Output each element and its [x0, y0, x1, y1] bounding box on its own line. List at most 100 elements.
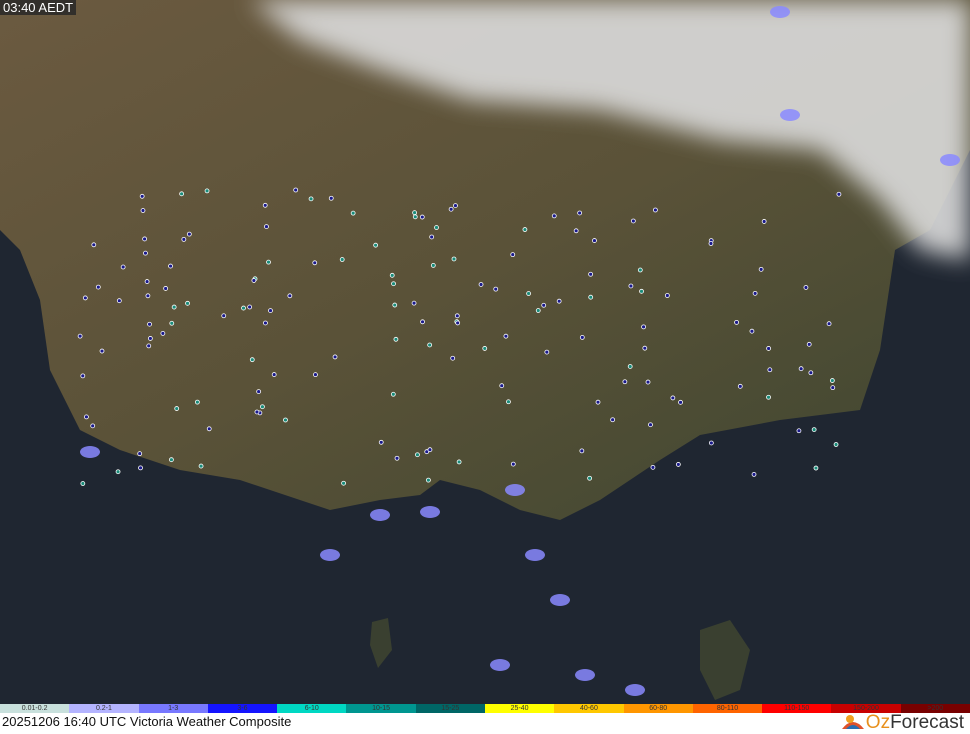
station-dot [808, 370, 814, 376]
station-dot [798, 366, 804, 372]
station-dot [670, 395, 676, 401]
station-dot [84, 414, 89, 420]
station-dot [271, 372, 277, 377]
station-dot [637, 267, 643, 273]
station-dot [833, 442, 839, 447]
station-dot [163, 286, 169, 291]
station-dot [653, 207, 658, 213]
station-dot [427, 447, 433, 453]
station-dot [90, 423, 96, 429]
station-dot [588, 294, 594, 300]
station-dot [146, 343, 152, 349]
station-dot [573, 228, 579, 234]
station-dot [185, 300, 190, 306]
station-dot [454, 313, 460, 319]
station-dot [579, 334, 585, 340]
station-dot [412, 214, 418, 220]
station-dot [639, 288, 644, 294]
station-dot [493, 286, 499, 292]
station-dot [313, 372, 318, 378]
rain-echo [320, 549, 340, 561]
legend-segment: 60-80 [623, 704, 693, 713]
station-dot [139, 193, 145, 199]
king-island [370, 618, 392, 668]
station-dot [415, 452, 420, 458]
station-dot [455, 320, 461, 326]
station-dot [77, 333, 83, 339]
station-dot [456, 459, 462, 465]
rain-echo [490, 659, 510, 671]
station-dot [91, 242, 97, 248]
station-dot [506, 399, 511, 405]
legend-segment: 0.01-0.2 [0, 704, 70, 713]
station-dot [137, 451, 143, 457]
station-dot [378, 439, 384, 445]
station-dot [478, 282, 484, 287]
station-dot [595, 399, 601, 405]
station-dot [254, 409, 260, 415]
legend-segment: 6-10 [277, 704, 347, 713]
station-dot [179, 191, 185, 197]
legend-segment: 40-60 [554, 704, 624, 713]
station-dot [448, 206, 454, 212]
station-dot [767, 367, 773, 373]
station-dot [453, 203, 458, 209]
station-dot [339, 257, 345, 262]
station-dot [579, 448, 585, 454]
station-dot [630, 218, 636, 224]
station-dot [95, 284, 101, 290]
satellite-map[interactable] [0, 0, 970, 704]
station-dot [82, 295, 88, 301]
station-dot [283, 417, 288, 423]
station-dot [641, 324, 646, 330]
legend-segment: 10-15 [346, 704, 416, 713]
rain-echo [420, 506, 440, 518]
weather-stations [77, 187, 842, 486]
station-dot [169, 457, 174, 463]
station-dot [420, 319, 425, 325]
station-dot [206, 426, 212, 432]
station-dot [430, 262, 436, 268]
station-dot [592, 238, 597, 243]
legend-segment: 150-200 [831, 704, 901, 713]
station-dot [168, 263, 173, 269]
station-dot [622, 379, 628, 385]
rain-echo [370, 509, 390, 521]
station-dot [427, 342, 433, 348]
station-dot [116, 298, 122, 304]
station-dot [766, 346, 772, 351]
station-dot [260, 404, 265, 410]
station-dot [256, 389, 262, 394]
station-dot [577, 210, 583, 216]
legend-segment: 0.2-1 [69, 704, 139, 713]
legend-segment: 25-40 [484, 704, 555, 713]
legend-segment: 80-110 [692, 704, 763, 713]
station-dot [249, 357, 255, 363]
map-caption: 20251206 16:40 UTC Victoria Weather Comp… [2, 714, 292, 729]
station-dot [264, 224, 269, 230]
station-dot [761, 219, 767, 224]
cloud-cover [250, 0, 970, 260]
rain-echo [525, 549, 545, 561]
station-dot [341, 480, 346, 486]
station-dot [510, 461, 516, 467]
legend-segment: 110-150 [762, 704, 832, 713]
station-dot [811, 427, 817, 433]
station-dot [826, 321, 832, 327]
station-dot [120, 264, 126, 270]
station-dot [678, 399, 683, 405]
station-dot [451, 256, 457, 262]
legend-segment: >200 [900, 704, 970, 713]
ozforecast-logo[interactable]: OzForecast [840, 712, 964, 734]
station-dot [80, 373, 86, 379]
station-dot [751, 471, 757, 477]
station-dot [419, 214, 425, 220]
station-dot [204, 188, 210, 194]
rainfall-legend: 0.01-0.2 0.2-1 1-3 3-6 6-10 10-15 15-25 25-40 40… [0, 704, 970, 713]
station-dot [737, 383, 743, 389]
station-dot [588, 271, 594, 277]
station-dot [829, 378, 835, 383]
station-dot [734, 319, 739, 325]
station-dot [429, 234, 435, 240]
rain-echo [550, 594, 570, 606]
